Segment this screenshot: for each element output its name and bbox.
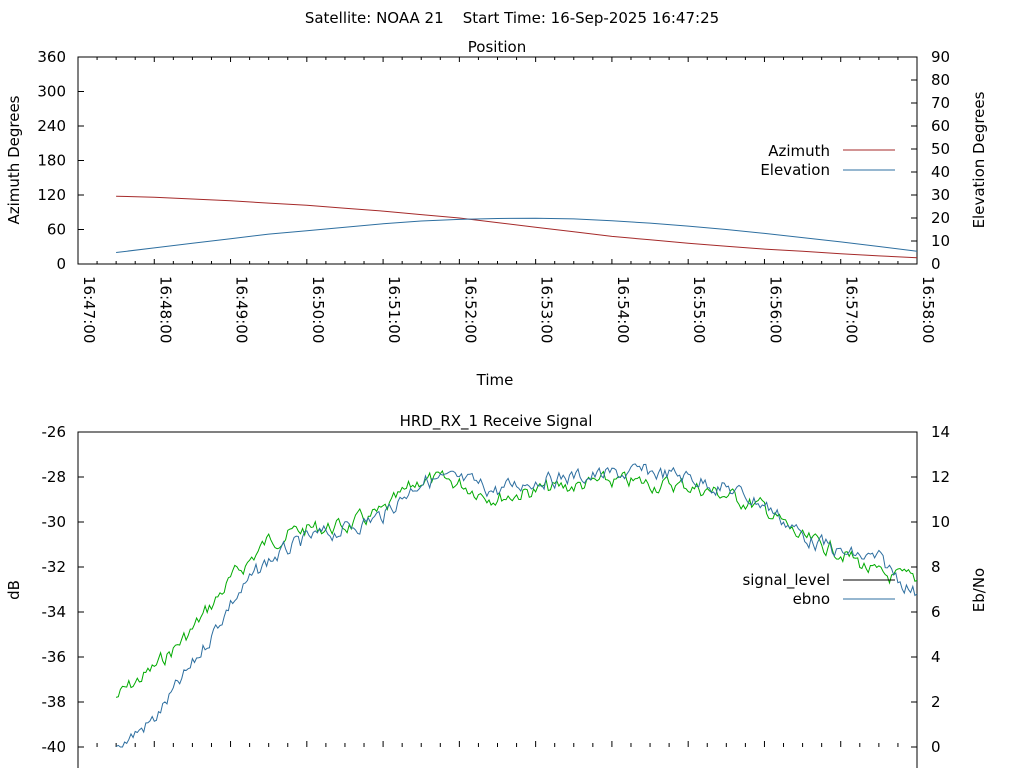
elevation-line bbox=[116, 217, 918, 253]
x-tick-label: 16:53:00 bbox=[538, 276, 556, 343]
signal-chart-title: HRD_RX_1 Receive Signal bbox=[400, 412, 593, 431]
azimuth-line bbox=[116, 195, 918, 259]
y-tick-label: 60 bbox=[47, 221, 66, 239]
db-axis-label: dB bbox=[5, 580, 23, 600]
signal-y-ticks: -40 -38 -36 -34 -32 -30 -28 -26 bbox=[42, 423, 84, 756]
y-tick-label: -30 bbox=[42, 513, 67, 531]
y-tick-label: 0 bbox=[56, 255, 66, 273]
position-y2-ticks: 0 10 20 30 40 50 60 70 80 90 bbox=[911, 48, 950, 273]
x-tick-label: 16:52:00 bbox=[461, 276, 479, 343]
position-x-ticks: 16:47:00 16:48:00 16:49:00 16:50:00 16:51:00… bbox=[77, 57, 937, 343]
y2-tick-label: 60 bbox=[931, 117, 950, 135]
y-tick-label: -38 bbox=[42, 693, 67, 711]
page-title: Satellite: NOAA 21 Start Time: 16-Sep-20… bbox=[305, 9, 719, 27]
y-tick-label: -36 bbox=[42, 648, 67, 666]
signal-plot-area bbox=[77, 431, 918, 768]
y2-tick-label: 12 bbox=[931, 468, 950, 486]
y2-tick-label: 90 bbox=[931, 48, 950, 66]
y-tick-label: 240 bbox=[37, 117, 66, 135]
x-tick-label: 16:57:00 bbox=[843, 276, 861, 343]
y2-tick-label: 80 bbox=[931, 71, 950, 89]
legend-signal-level-label: signal_level bbox=[742, 571, 830, 590]
y-tick-label: -40 bbox=[42, 738, 67, 756]
y-tick-label: 120 bbox=[37, 186, 66, 204]
y2-tick-label: 40 bbox=[931, 163, 950, 181]
ebno-line bbox=[115, 463, 918, 748]
y-tick-label: -28 bbox=[42, 468, 67, 486]
y-tick-label: -34 bbox=[42, 603, 67, 621]
signal-chart: HRD_RX_1 Receive Signal -40-38-36-34-32-… bbox=[5, 412, 988, 768]
azimuth-axis-label: Azimuth Degrees bbox=[5, 95, 23, 224]
y2-tick-label: 4 bbox=[931, 648, 941, 666]
elevation-axis-label: Elevation Degrees bbox=[970, 91, 988, 228]
y-tick-label: 360 bbox=[37, 48, 66, 66]
position-series bbox=[116, 195, 918, 259]
x-tick-label: 16:47:00 bbox=[80, 276, 98, 343]
x-tick-label: 16:48:00 bbox=[156, 276, 174, 343]
x-tick-label: 16:56:00 bbox=[766, 276, 784, 343]
x-tick-label: 16:50:00 bbox=[309, 276, 327, 343]
signal-legend: signal_level ebno bbox=[742, 571, 895, 608]
signal-series bbox=[115, 463, 918, 748]
position-y-ticks: 0 60 120 180 240 300 360 bbox=[37, 48, 84, 273]
position-chart: Position 16:47:00 16:48:00 16:49:00 16:50:0… bbox=[5, 38, 988, 389]
y2-tick-label: 70 bbox=[931, 94, 950, 112]
y2-tick-label: 8 bbox=[931, 558, 941, 576]
time-axis-label: Time bbox=[476, 371, 514, 389]
y2-tick-label: 6 bbox=[931, 603, 941, 621]
x-tick-label: 16:54:00 bbox=[614, 276, 632, 343]
y2-tick-label: 20 bbox=[931, 209, 950, 227]
signal-x-ticks bbox=[77, 741, 918, 747]
y2-tick-label: 10 bbox=[931, 513, 950, 531]
y-tick-label: 180 bbox=[37, 152, 66, 170]
legend-elevation-label: Elevation bbox=[760, 161, 830, 179]
x-tick-label: 16:58:00 bbox=[919, 276, 937, 343]
y2-tick-label: 30 bbox=[931, 186, 950, 204]
x-tick-label: 16:51:00 bbox=[385, 276, 403, 343]
y-tick-label: -32 bbox=[42, 558, 67, 576]
legend-ebno-label: ebno bbox=[793, 590, 830, 608]
y2-tick-label: 0 bbox=[931, 738, 941, 756]
y2-tick-label: 2 bbox=[931, 693, 941, 711]
x-tick-label: 16:49:00 bbox=[233, 276, 251, 343]
y2-tick-label: 0 bbox=[931, 255, 941, 273]
y-tick-label: -26 bbox=[42, 423, 67, 441]
ebno-axis-label: Eb/No bbox=[970, 568, 988, 612]
y-tick-label: 300 bbox=[37, 83, 66, 101]
y2-tick-label: 14 bbox=[931, 423, 950, 441]
x-tick-label: 16:55:00 bbox=[690, 276, 708, 343]
position-chart-title: Position bbox=[468, 38, 526, 56]
y2-tick-label: 10 bbox=[931, 232, 950, 250]
signal-level-line bbox=[115, 469, 918, 698]
position-legend: Azimuth Elevation bbox=[760, 142, 895, 179]
legend-azimuth-label: Azimuth bbox=[768, 142, 830, 160]
signal-y2-ticks: 0 2 4 6 8 10 12 14 bbox=[911, 423, 950, 756]
y2-tick-label: 50 bbox=[931, 140, 950, 158]
